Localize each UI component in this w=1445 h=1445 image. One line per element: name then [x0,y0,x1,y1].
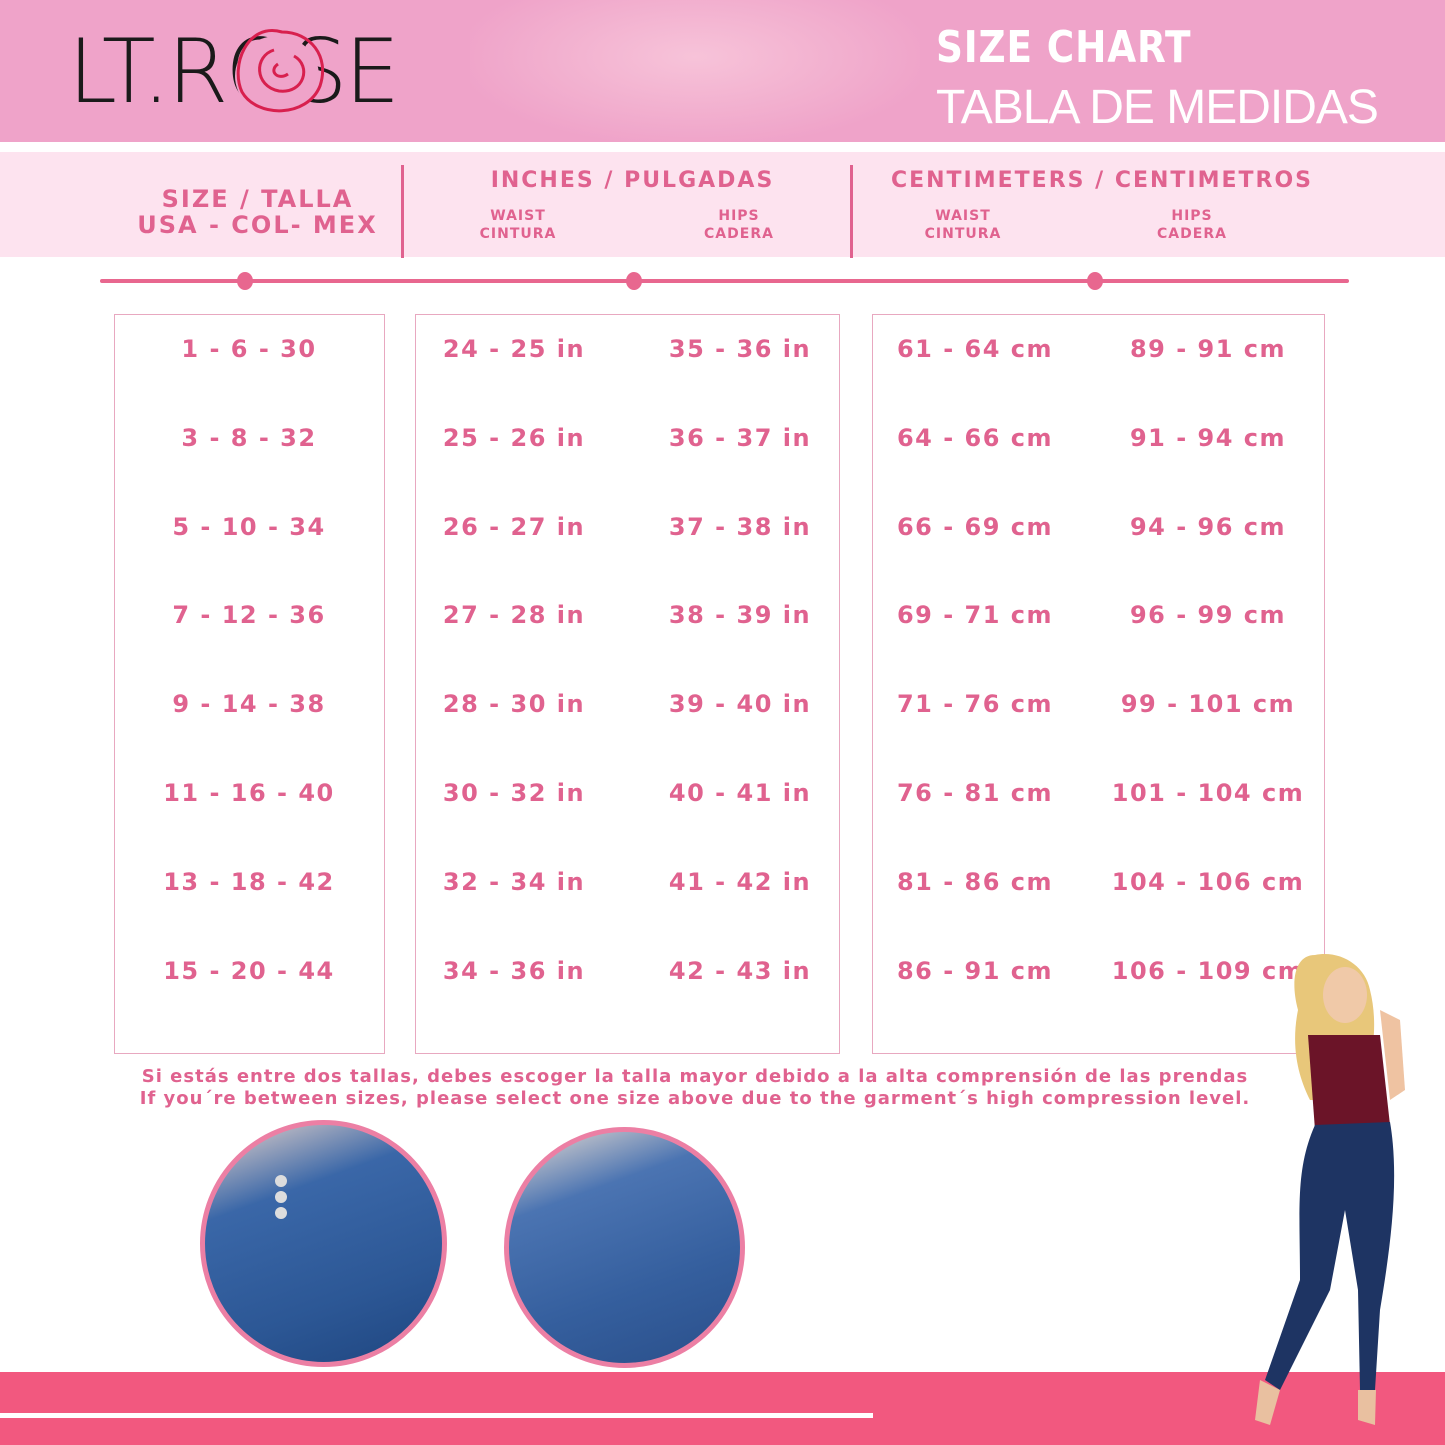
cell-hips-in: 35 - 36 in [668,335,812,363]
footer-bar [0,1372,1445,1445]
cell-size: 1 - 6 - 30 [181,335,317,363]
button-detail [275,1175,287,1187]
inches-waist-header: WAIST CINTURA [458,207,578,243]
label: WAIST [490,208,546,224]
rose-logo-icon [235,29,325,116]
label: WAIST [935,208,991,224]
cell-size: 5 - 10 - 34 [172,512,326,541]
cell-size: 13 - 18 - 42 [163,867,335,896]
cell-waist-in: 25 - 26 in [442,423,586,452]
header-banner: LT.ROSE SIZE CHART TABLA DE MEDIDAS [0,0,1445,142]
cell-waist-in: 34 - 36 in [442,956,586,985]
cell-hips-in: 42 - 43 in [668,956,812,985]
cell-hips-in: 41 - 42 in [668,867,812,896]
model-photo-faded [470,0,920,142]
cell-waist-cm: 66 - 69 cm [896,512,1054,541]
cell-hips-in: 37 - 38 in [668,512,812,541]
size-header-line1: SIZE / TALLA [161,185,354,213]
cell-waist-cm: 69 - 71 cm [896,601,1054,630]
label: HIPS [1171,208,1213,224]
sizing-note: Si estás entre dos tallas, debes escoger… [0,1066,1390,1110]
cell-hips-cm: 101 - 104 cm [1111,779,1305,807]
cell-waist-in: 30 - 32 in [442,779,586,807]
inches-box [415,314,840,1054]
note-english: If you´re between sizes, please select o… [139,1088,1251,1109]
cell-size: 3 - 8 - 32 [181,423,317,452]
timeline-dot [237,272,253,290]
brand-logo-text: LT.ROSE [68,20,400,123]
cell-hips-cm: 96 - 99 cm [1129,601,1287,630]
cell-waist-cm: 61 - 64 cm [896,335,1054,363]
size-header-line2: USA - COL- MEX [137,211,378,239]
cm-box [872,314,1325,1054]
cell-waist-in: 27 - 28 in [442,601,586,630]
cell-waist-in: 28 - 30 in [442,690,586,719]
cell-size: 7 - 12 - 36 [172,601,326,630]
size-box [114,314,385,1054]
cell-waist-in: 26 - 27 in [442,512,586,541]
note-spanish: Si estás entre dos tallas, debes escoger… [141,1066,1249,1087]
jeans-front-photo [200,1120,447,1367]
timeline-dot [626,272,642,290]
cell-hips-cm: 91 - 94 cm [1129,423,1287,452]
column-divider [850,165,853,258]
cell-hips-in: 40 - 41 in [668,779,812,807]
label: HIPS [718,208,760,224]
size-column-header: SIZE / TALLA USA - COL- MEX [120,186,395,238]
cm-waist-header: WAIST CINTURA [903,207,1023,243]
cell-waist-cm: 76 - 81 cm [896,779,1054,807]
cell-waist-cm: 64 - 66 cm [896,423,1054,452]
inches-hips-header: HIPS CADERA [679,207,799,243]
cell-waist-cm: 81 - 86 cm [896,867,1054,896]
timeline-line [100,279,1349,283]
cell-waist-in: 24 - 25 in [442,335,586,363]
model-figure [1255,954,1405,1425]
cell-size: 11 - 16 - 40 [163,779,335,807]
label: CADERA [704,226,774,242]
cell-hips-cm: 89 - 91 cm [1129,335,1287,363]
cell-hips-in: 38 - 39 in [668,601,812,630]
inches-header: INCHES / PULGADAS [490,168,775,193]
cell-waist-cm: 86 - 91 cm [896,956,1054,985]
cell-size: 15 - 20 - 44 [163,956,335,985]
cm-hips-header: HIPS CADERA [1132,207,1252,243]
column-header-band [0,152,1445,257]
cell-hips-cm: 106 - 109 cm [1111,956,1305,985]
cell-waist-in: 32 - 34 in [442,867,586,896]
timeline-dot [1087,272,1103,290]
label: CINTURA [924,226,1002,242]
cell-hips-cm: 104 - 106 cm [1111,867,1305,896]
column-divider [401,165,404,258]
cell-hips-in: 36 - 37 in [668,423,812,452]
jeans-back-photo [504,1127,745,1368]
label: CADERA [1157,226,1227,242]
cell-hips-cm: 94 - 96 cm [1129,512,1287,541]
page-title: SIZE CHART [936,22,1192,73]
cell-size: 9 - 14 - 38 [172,690,326,719]
label: CINTURA [479,226,557,242]
cell-waist-cm: 71 - 76 cm [896,690,1054,719]
cm-header: CENTIMETERS / CENTIMETROS [890,168,1314,193]
cell-hips-cm: 99 - 101 cm [1120,690,1296,719]
cell-hips-in: 39 - 40 in [668,690,812,719]
page-subtitle: TABLA DE MEDIDAS [936,81,1379,134]
footer-line [0,1413,873,1418]
